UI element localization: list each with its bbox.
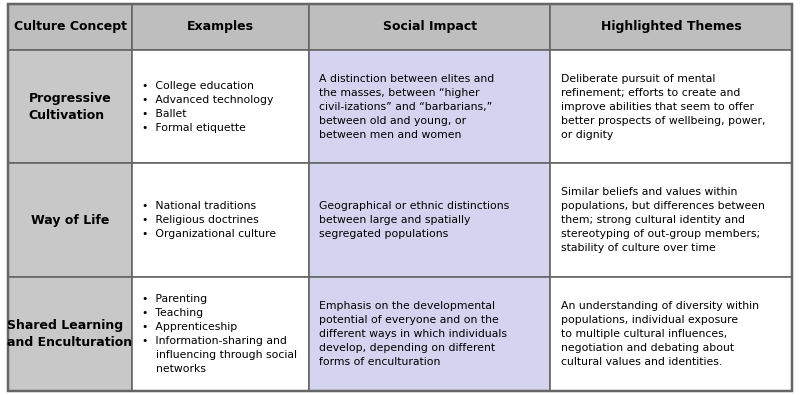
Text: Examples: Examples (187, 20, 254, 33)
Text: An understanding of diversity within
populations, individual exposure
to multipl: An understanding of diversity within pop… (561, 301, 758, 367)
Bar (8, 164, 132, 277)
Text: •  National traditions
•  Religious doctrines
•  Organizational culture: • National traditions • Religious doctri… (142, 201, 277, 239)
Bar (550, 50, 792, 164)
Text: •  Parenting
•  Teaching
•  Apprenticeship
•  Information-sharing and
    influe: • Parenting • Teaching • Apprenticeship … (142, 294, 298, 374)
Bar (132, 164, 309, 277)
Text: Way of Life: Way of Life (31, 214, 110, 227)
Text: Culture Concept: Culture Concept (14, 20, 126, 33)
Bar (309, 277, 550, 391)
Text: •  College education
•  Advanced technology
•  Ballet
•  Formal etiquette: • College education • Advanced technolog… (142, 81, 274, 133)
Bar (309, 50, 550, 164)
Text: Highlighted Themes: Highlighted Themes (601, 20, 742, 33)
Bar (550, 277, 792, 391)
Text: Emphasis on the developmental
potential of everyone and on the
different ways in: Emphasis on the developmental potential … (319, 301, 507, 367)
Text: Similar beliefs and values within
populations, but differences between
them; str: Similar beliefs and values within popula… (561, 187, 765, 253)
Text: Shared Learning
and Enculturation: Shared Learning and Enculturation (7, 319, 133, 349)
Bar (132, 50, 309, 164)
Text: Geographical or ethnic distinctions
between large and spatially
segregated popul: Geographical or ethnic distinctions betw… (319, 201, 510, 239)
Text: Progressive
Cultivation: Progressive Cultivation (29, 92, 111, 122)
Bar (309, 164, 550, 277)
Bar (132, 4, 309, 50)
Text: A distinction between elites and
the masses, between “higher
civil­izations” and: A distinction between elites and the mas… (319, 73, 494, 139)
Bar (550, 164, 792, 277)
Text: Social Impact: Social Impact (382, 20, 477, 33)
Bar (8, 50, 132, 164)
Text: Deliberate pursuit of mental
refinement; efforts to create and
improve abilities: Deliberate pursuit of mental refinement;… (561, 73, 766, 139)
Bar (8, 277, 132, 391)
Bar (8, 4, 132, 50)
Bar (132, 277, 309, 391)
Bar (309, 4, 550, 50)
Bar (550, 4, 792, 50)
